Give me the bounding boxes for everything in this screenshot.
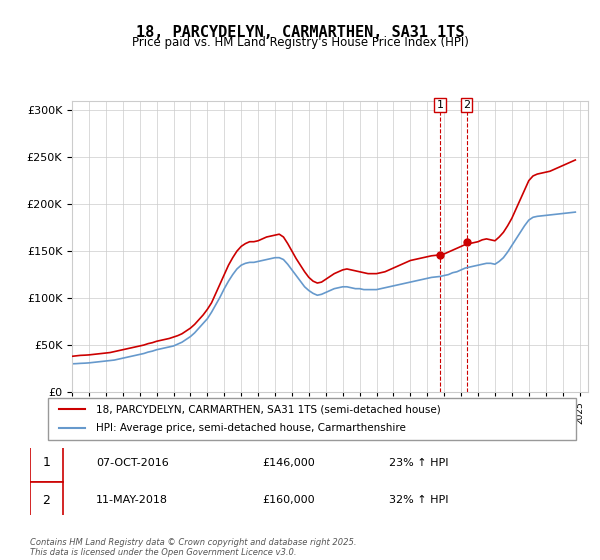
Text: 23% ↑ HPI: 23% ↑ HPI xyxy=(389,458,448,468)
Text: 1: 1 xyxy=(436,100,443,110)
Text: £160,000: £160,000 xyxy=(262,496,314,506)
FancyBboxPatch shape xyxy=(30,482,63,519)
Text: 18, PARCYDELYN, CARMARTHEN, SA31 1TS: 18, PARCYDELYN, CARMARTHEN, SA31 1TS xyxy=(136,25,464,40)
Text: 2: 2 xyxy=(43,494,50,507)
Text: 2: 2 xyxy=(463,100,470,110)
Text: Price paid vs. HM Land Registry's House Price Index (HPI): Price paid vs. HM Land Registry's House … xyxy=(131,36,469,49)
Text: HPI: Average price, semi-detached house, Carmarthenshire: HPI: Average price, semi-detached house,… xyxy=(95,423,406,433)
FancyBboxPatch shape xyxy=(48,398,576,440)
Text: 32% ↑ HPI: 32% ↑ HPI xyxy=(389,496,448,506)
FancyBboxPatch shape xyxy=(30,444,63,482)
Text: 18, PARCYDELYN, CARMARTHEN, SA31 1TS (semi-detached house): 18, PARCYDELYN, CARMARTHEN, SA31 1TS (se… xyxy=(95,404,440,414)
Text: 11-MAY-2018: 11-MAY-2018 xyxy=(96,496,168,506)
Text: 1: 1 xyxy=(43,456,50,469)
Text: Contains HM Land Registry data © Crown copyright and database right 2025.
This d: Contains HM Land Registry data © Crown c… xyxy=(30,538,356,557)
Text: 07-OCT-2016: 07-OCT-2016 xyxy=(96,458,169,468)
Text: £146,000: £146,000 xyxy=(262,458,314,468)
